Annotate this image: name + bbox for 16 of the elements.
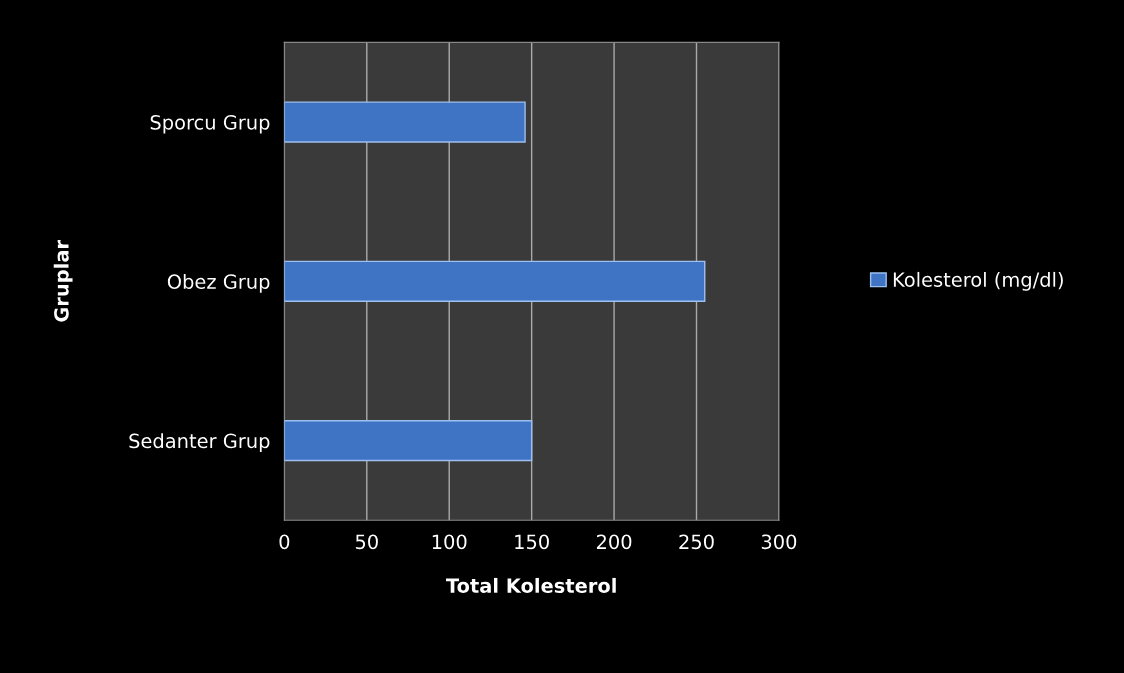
x-tick-label: 100 xyxy=(432,534,467,550)
y-axis-title: Gruplar xyxy=(53,240,73,322)
x-tick-label: 200 xyxy=(596,534,632,550)
y-tick-label: Sedanter Grup xyxy=(129,433,270,453)
x-tick-label: 150 xyxy=(515,534,549,550)
y-tick-label: Obez Grup xyxy=(167,273,270,293)
bar xyxy=(284,260,706,302)
x-tick-label: 300 xyxy=(761,534,797,550)
bar xyxy=(284,101,526,143)
x-tick-label: 250 xyxy=(679,534,714,550)
bar xyxy=(284,419,533,462)
x-axis-title: Total Kolesterol xyxy=(445,577,616,593)
x-tick-label: 0 xyxy=(279,534,290,550)
legend-label: Kolesterol (mg/dl) xyxy=(893,271,1063,291)
x-tick-label: 50 xyxy=(355,534,378,550)
y-tick-label: Sporcu Grup xyxy=(150,114,270,134)
